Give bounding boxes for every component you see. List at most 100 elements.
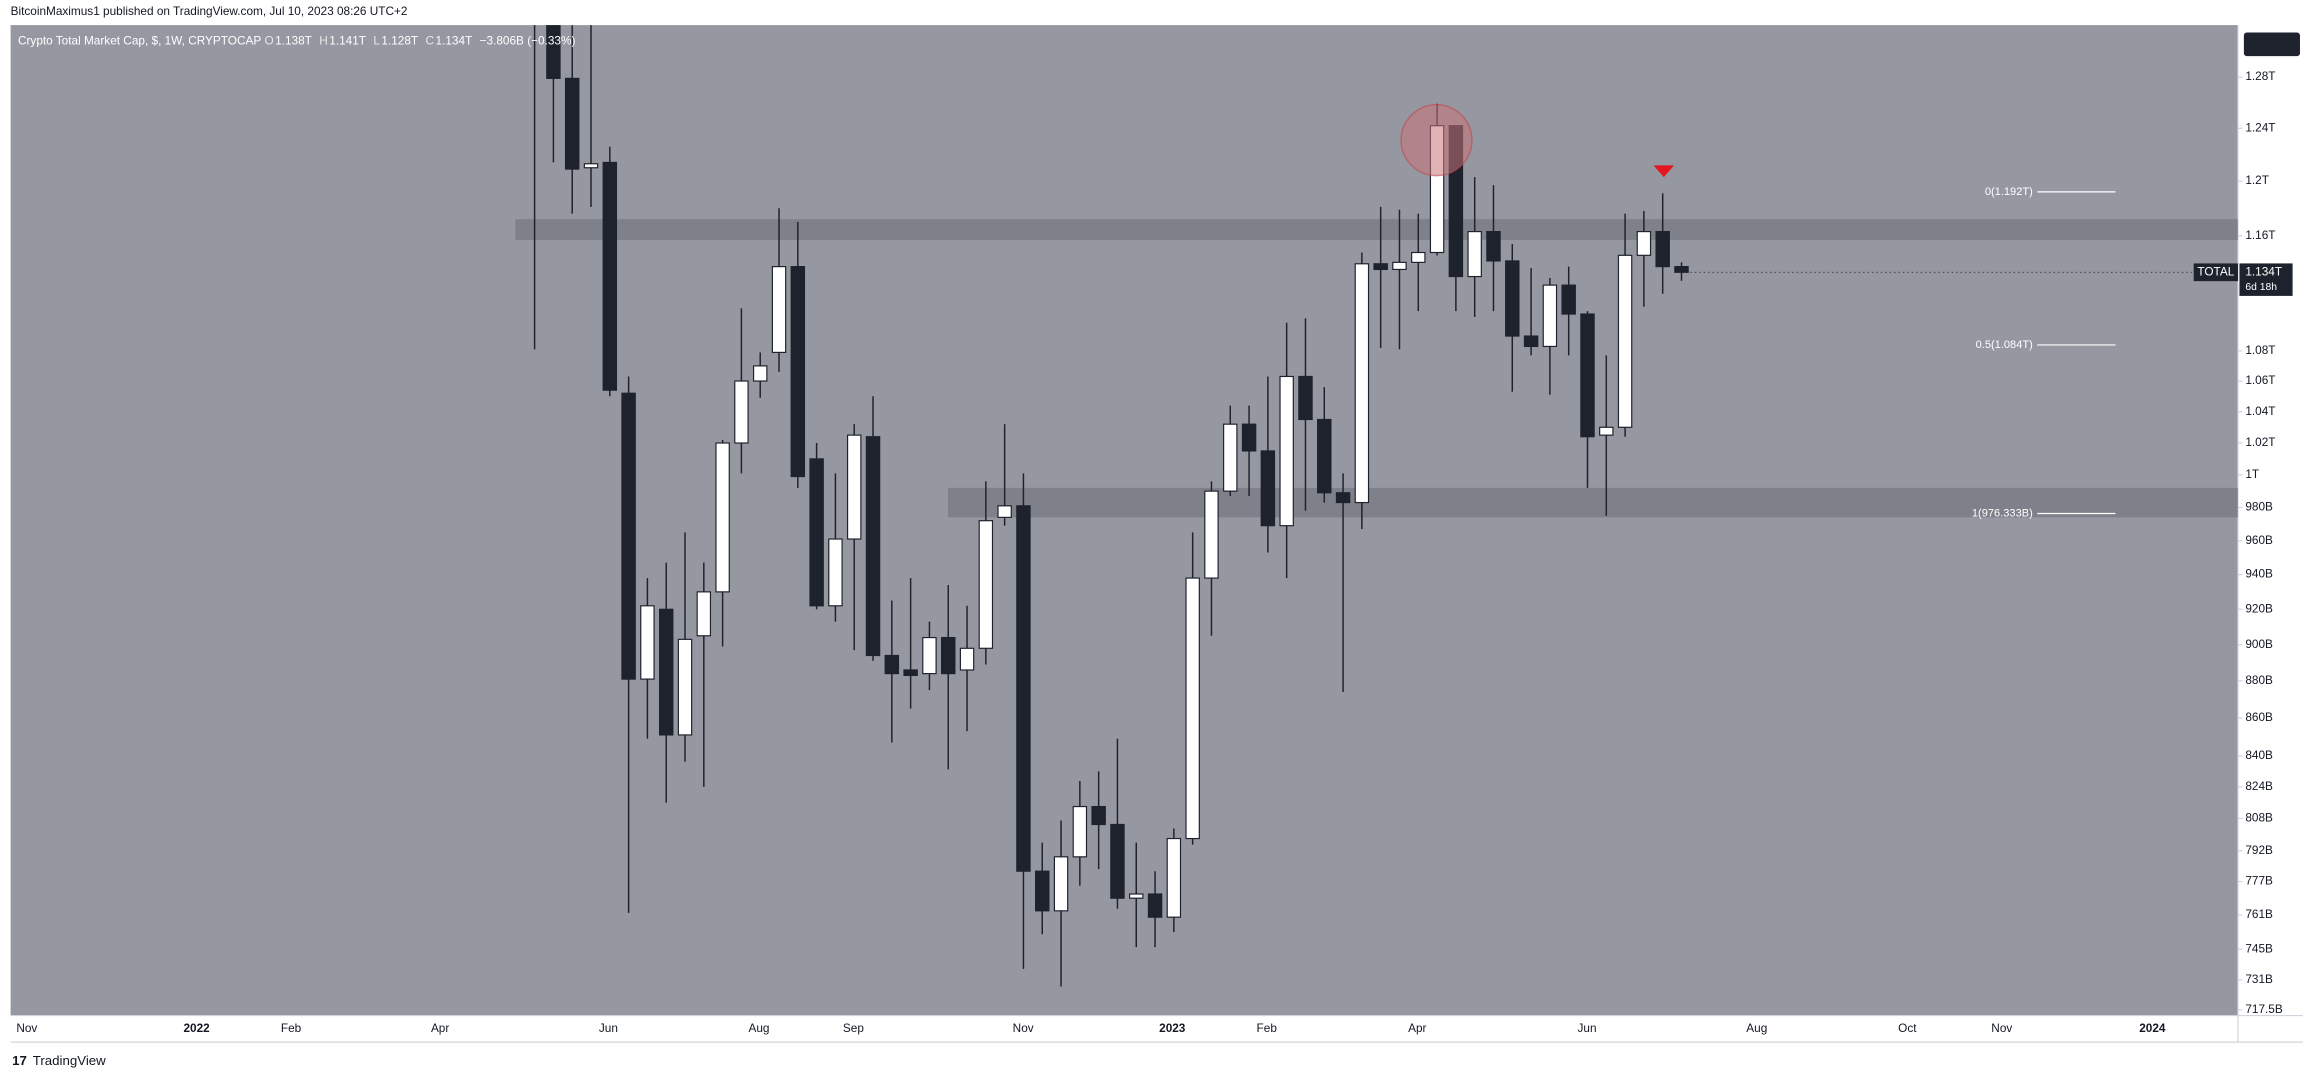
y-tick-label: 808B [2245,811,2273,825]
x-tick-label: Jun [599,1021,618,1035]
candle-body [621,392,636,680]
candle-body [1279,375,1294,527]
y-tick-label: 1.2T [2245,173,2269,187]
candle-body [1166,837,1182,918]
ohlc-key: H [319,33,328,47]
y-tick-label: 777B [2245,874,2273,888]
y-tick-label: 792B [2245,843,2273,857]
y-tick-label: 900B [2245,637,2273,651]
candle-body [790,266,806,478]
y-tick-label: 860B [2245,710,2273,724]
candle-body [1298,375,1313,421]
symbol-tag [2193,263,2238,282]
candle-body [865,436,881,657]
candle-body [564,77,580,170]
plot-area [515,0,2238,987]
y-tick-label: 824B [2245,779,2273,793]
candle-body [1599,426,1614,436]
candle-body [941,636,956,675]
ohlc-key: C [426,33,435,47]
x-tick-label: Feb [281,1021,302,1035]
candle-body [1072,805,1088,858]
y-tick-label: 731B [2245,972,2273,986]
zone [947,487,2238,518]
x-tick-label: Nov [1013,1021,1034,1035]
candle-body [752,365,768,382]
candle-body [1523,335,1539,348]
y-tick-label: 1.08T [2245,343,2275,357]
ohlc-value: −3.806B (−0.33%) [480,33,576,47]
y-tick-label: 1T [2245,467,2259,481]
x-tick-label: Sep [843,1021,864,1035]
candle-body [715,442,730,593]
candle-body [1674,266,1689,273]
candle-body [959,647,975,671]
candle-body [1392,261,1407,271]
candle-body [1204,490,1219,579]
y-tick-label: 1.02T [2245,435,2275,449]
candle-body [583,163,599,169]
candle-body [1185,577,1200,840]
ohlc-value: 1.128T [381,33,418,47]
header-text: BitcoinMaximus1 published on TradingView… [11,4,408,18]
y-tick-label: 745B [2245,941,2273,955]
candle-body [1486,231,1501,262]
candle-body [528,0,541,15]
x-tick-label: Jun [1578,1021,1597,1035]
candle-body [1467,231,1482,278]
price-tag-value: 1.134T [2245,264,2282,278]
fib-label: 0.5(1.084T) [1976,339,2033,351]
candle-body [1655,231,1670,268]
candle-body [922,636,937,675]
candle-body [1617,254,1633,428]
candle-body [1354,263,1370,504]
y-tick-label: 840B [2245,748,2273,762]
candle-body [1542,284,1558,348]
ohlc-value: 1.138T [275,33,312,47]
candle-body [1223,423,1238,492]
x-tick-label: 2023 [1159,1021,1186,1035]
x-tick-label: Apr [431,1021,449,1035]
partial-price-tag [2243,32,2300,57]
candle-body [1110,823,1125,899]
candle-body [696,591,712,637]
candle-body [809,458,824,607]
x-tick-label: Feb [1257,1021,1278,1035]
candle-body [1335,492,1351,504]
y-tick-label: 1.24T [2245,120,2275,134]
candle-body [1016,505,1031,872]
candle-body [846,434,862,540]
x-tick-label: 2022 [183,1021,210,1035]
candle-body [640,605,655,680]
y-tick-label: 761B [2245,907,2273,921]
footer-logo: 17 TradingView [12,1053,106,1068]
y-tick-label: 1.16T [2245,228,2275,242]
candle-body [546,25,561,79]
x-tick-label: Aug [748,1021,769,1035]
candle-body [1561,284,1576,315]
y-tick-label: 1.28T [2245,69,2275,83]
x-tick-label: 2024 [2139,1021,2166,1035]
candle-body [602,161,618,391]
x-tick-label: Nov [1991,1021,2012,1035]
candle-body [903,669,918,677]
candle-body [1260,450,1276,527]
y-tick-label: 980B [2245,500,2273,514]
candle-body [1373,263,1388,271]
ohlc-key: L [373,33,380,47]
candle-body [1580,313,1595,438]
candle-body [1241,423,1257,452]
candle-body [1129,893,1144,899]
ohlc-value: 1.141T [329,33,366,47]
fib-label: 0(1.192T) [1985,186,2033,198]
price-tag [2239,263,2293,296]
highlight-circle [1400,104,1473,177]
y-tick-label: 880B [2245,673,2273,687]
y-tick-label: 1.06T [2245,373,2275,387]
candle-body [677,638,693,736]
candle-body [1147,893,1163,918]
candle-body [771,266,787,353]
candle-body [1636,231,1652,256]
